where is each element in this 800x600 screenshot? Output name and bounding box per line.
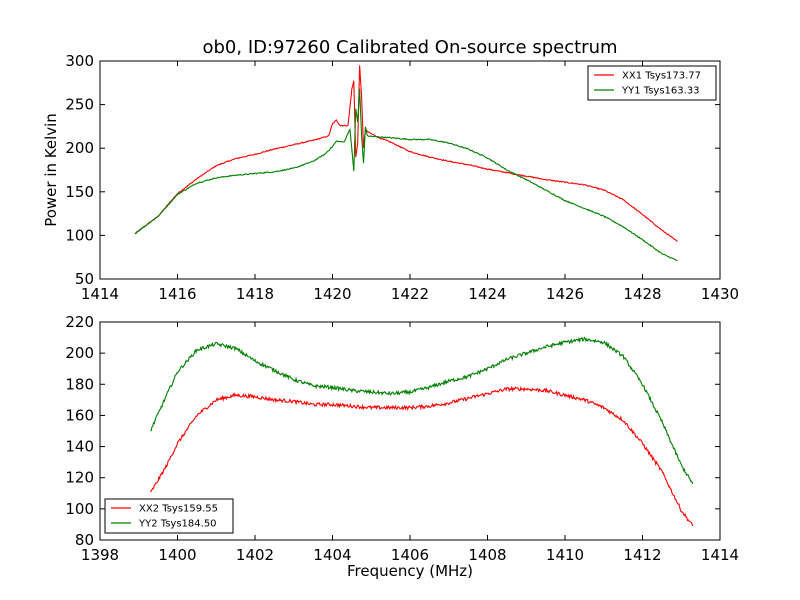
legend-label: XX2 Tsys159.55 [139,504,218,515]
x-tick-label: 1406 [391,546,429,564]
x-tick-label: 1424 [468,285,506,303]
y-tick-label: 100 [65,226,94,244]
x-tick-label: 1422 [391,285,429,303]
legend-label: YY2 Tsys184.50 [138,519,217,530]
x-tick-label: 1414 [701,546,739,564]
top-series-line-1 [134,65,678,242]
y-tick-label: 100 [65,500,94,518]
bottom-chart-xlabel: Frequency (MHz) [347,562,473,580]
top-chart-title: ob0, ID:97260 Calibrated On-source spect… [202,37,617,58]
bottom-series-line-2 [150,336,694,485]
x-tick-label: 1430 [701,285,739,303]
y-tick-label: 180 [65,375,94,393]
x-tick-label: 1420 [313,285,351,303]
bottom-plot-area: 1398 1400 1402 1404 1406 1408 1410 1412 1414 80 10… [65,313,739,564]
y-tick-label: 250 [65,96,94,114]
top-chart: ob0, ID:97260 Calibrated On-source spect… [42,37,739,303]
legend-box [104,498,234,534]
x-tick-label: 1398 [81,546,119,564]
y-tick-label: 220 [65,313,94,331]
x-tick-label: 1408 [468,546,506,564]
y-tick-label: 150 [65,183,94,201]
y-tick-label: 300 [65,52,94,70]
bottom-chart: 1398 1400 1402 1404 1406 1408 1410 1412 1414 80 10… [65,313,739,580]
legend-label: XX1 Tsys173.77 [622,71,701,82]
y-tick-label: 140 [65,438,94,456]
y-tick-label: 120 [65,469,94,487]
top-chart-ylabel: Power in Kelvin [42,113,60,227]
legend-label: YY1 Tsys163.33 [621,86,700,97]
x-tick-label: 1412 [623,546,661,564]
bottom-series-line-1 [149,385,694,527]
y-tick-label: 80 [75,531,94,549]
top-plot-area: 1414 1416 1418 1420 1422 1424 1426 1428 1430 50 10… [65,52,739,303]
x-tick-label: 1402 [236,546,274,564]
top-legend: XX1 Tsys173.77 YY1 Tsys163.33 [587,65,717,101]
bottom-legend: XX2 Tsys159.55 YY2 Tsys184.50 [104,498,234,534]
x-tick-label: 1426 [546,285,584,303]
legend-box [587,65,717,101]
top-series-line-2 [134,88,678,262]
y-tick-label: 200 [65,139,94,157]
x-tick-label: 1428 [623,285,661,303]
x-tick-label: 1416 [158,285,196,303]
x-tick-label: 1404 [313,546,351,564]
x-tick-label: 1414 [81,285,119,303]
y-tick-label: 200 [65,344,94,362]
x-tick-label: 1400 [158,546,196,564]
x-tick-label: 1410 [546,546,584,564]
y-tick-label: 160 [65,406,94,424]
y-tick-label: 50 [75,270,94,288]
x-tick-label: 1418 [236,285,274,303]
